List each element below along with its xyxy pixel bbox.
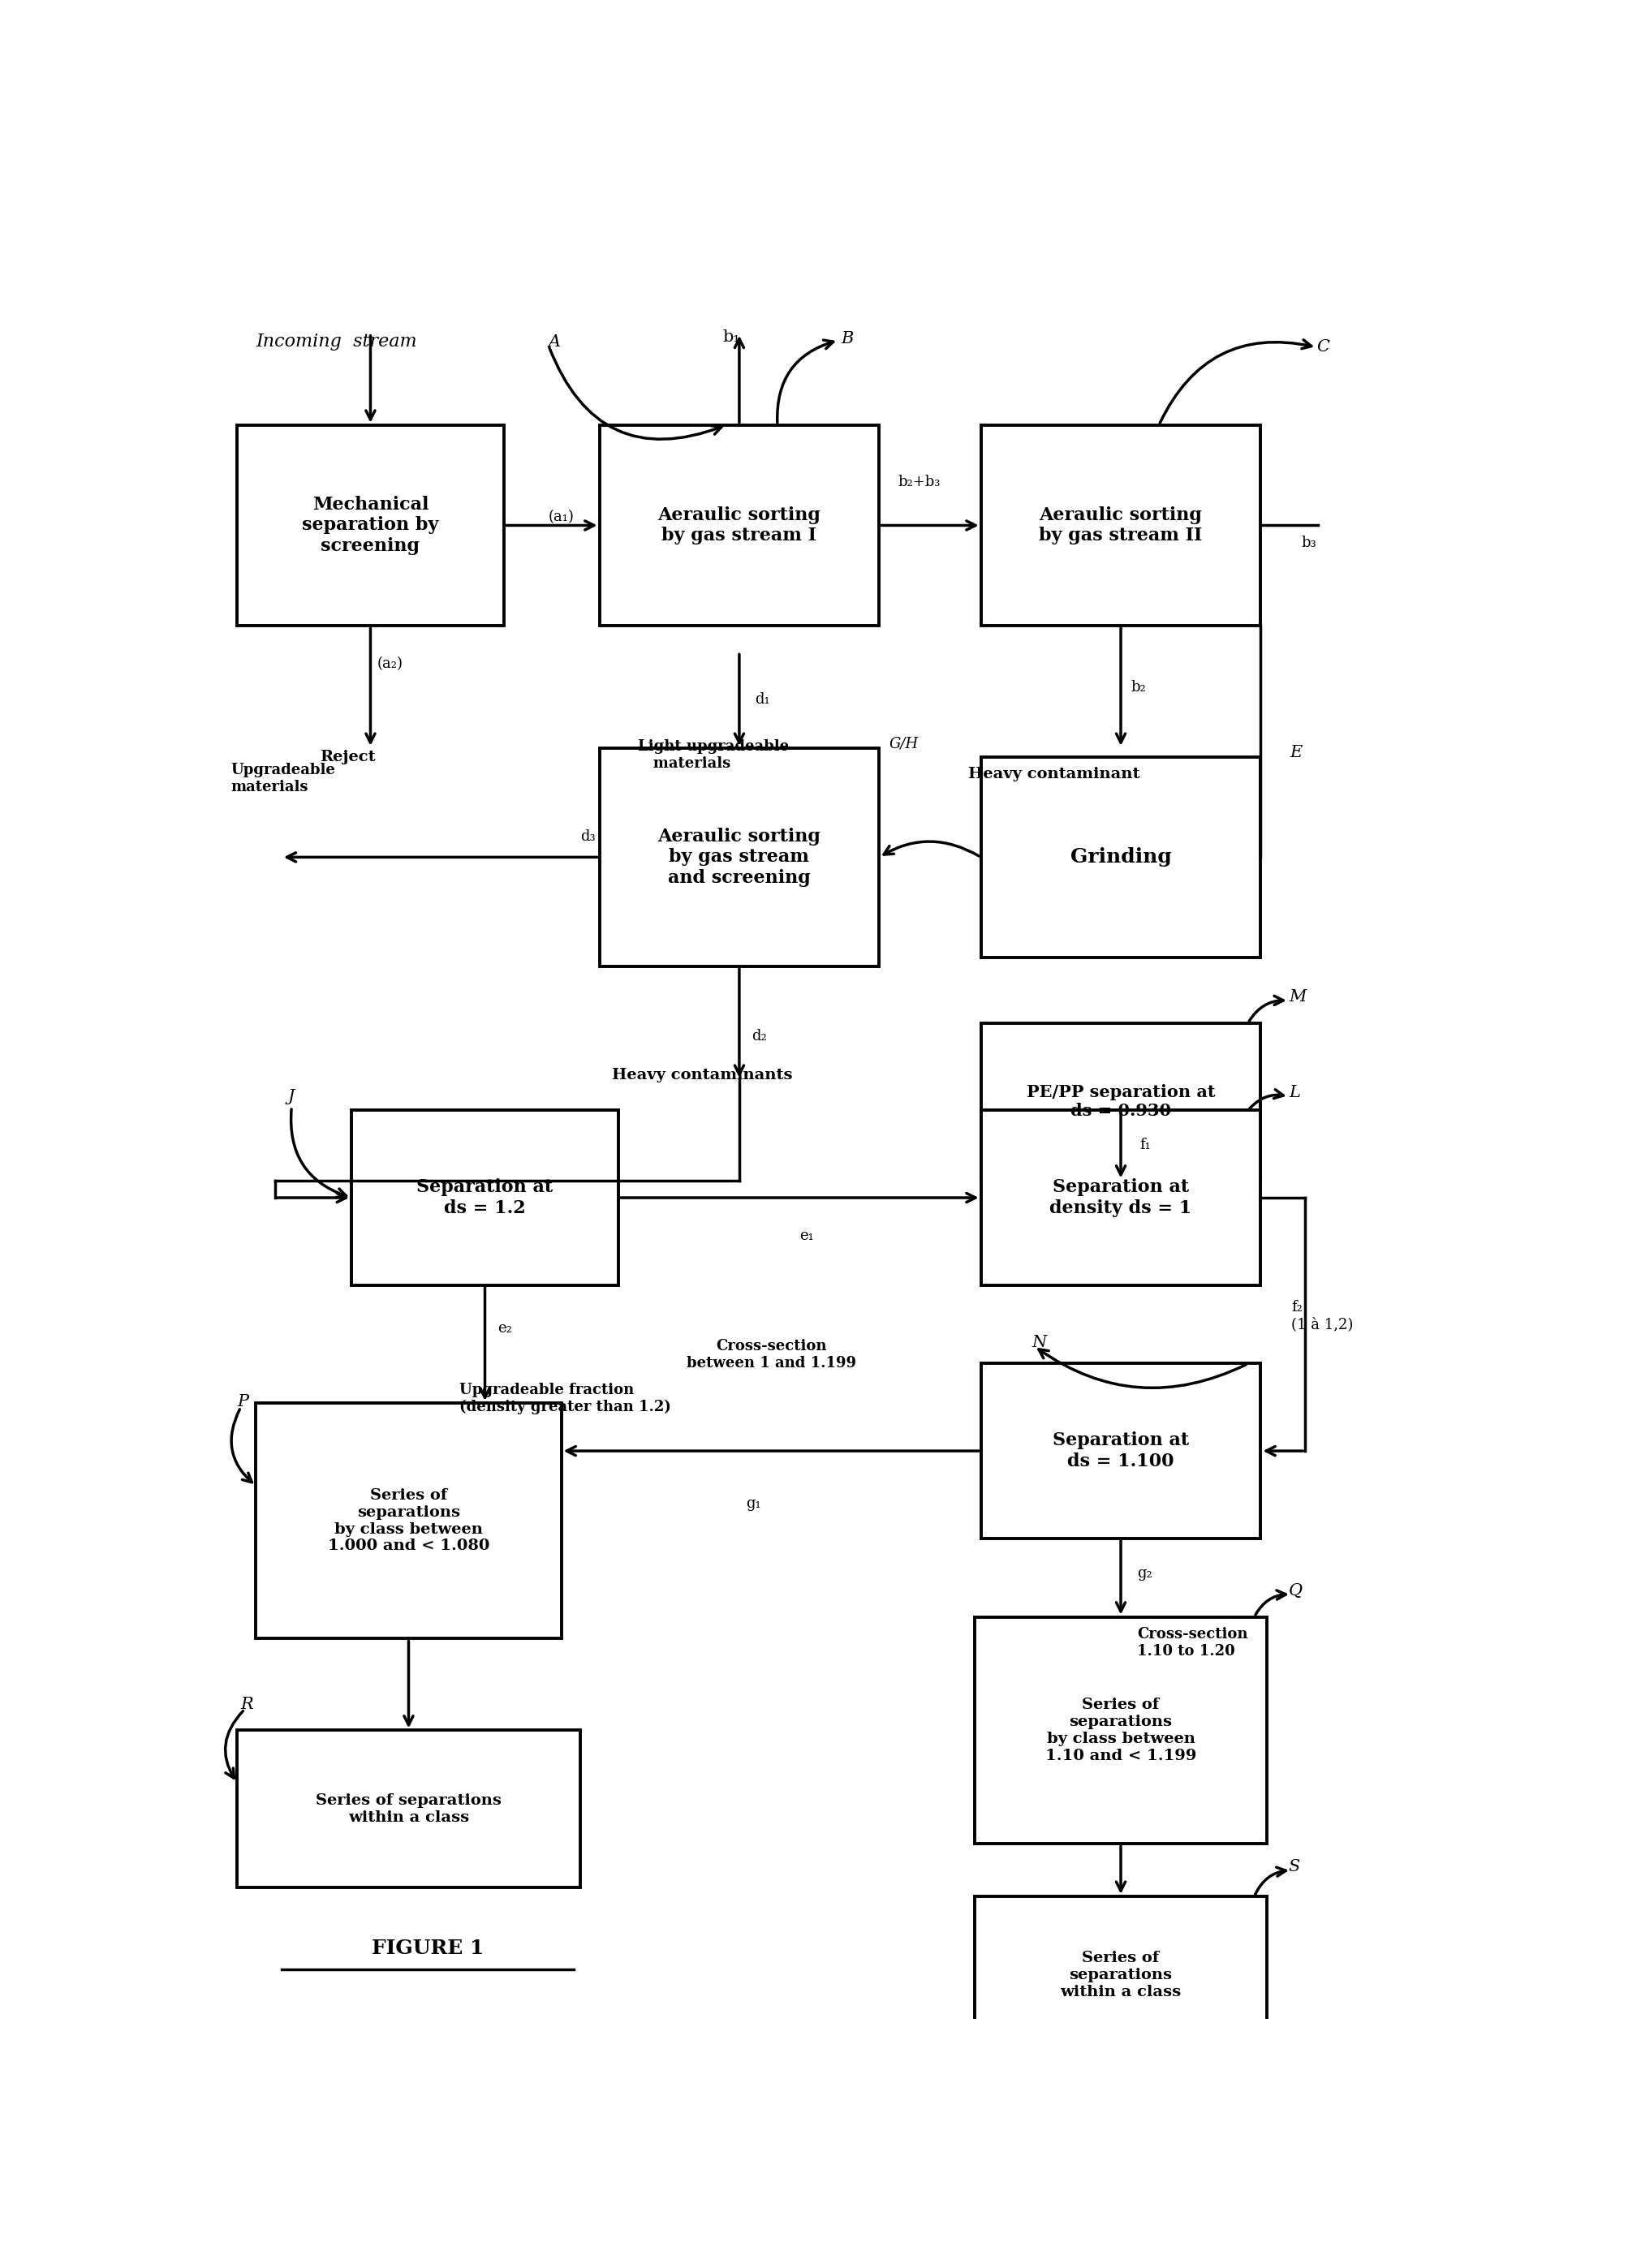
FancyBboxPatch shape [256,1404,561,1640]
Text: Separation at
ds = 1.100: Separation at ds = 1.100 [1052,1431,1190,1470]
Text: Incoming  stream: Incoming stream [256,333,417,352]
Text: R: R [241,1696,253,1712]
Text: FIGURE 1: FIGURE 1 [371,1939,484,1957]
Text: G/H: G/H [889,737,919,751]
Text: C: C [1316,340,1329,356]
Text: Series of separations
within a class: Series of separations within a class [315,1794,502,1826]
Text: Cross-section
1.10 to 1.20: Cross-section 1.10 to 1.20 [1137,1628,1249,1658]
Text: Series of
separations
by class between
1.000 and < 1.080: Series of separations by class between 1… [328,1488,489,1554]
Text: L: L [1288,1086,1300,1100]
FancyBboxPatch shape [981,424,1260,626]
Text: Heavy contaminant: Heavy contaminant [968,767,1140,782]
Text: J: J [287,1089,295,1105]
Text: f₁: f₁ [1140,1139,1150,1152]
Text: d₂: d₂ [752,1030,768,1043]
Text: PE/PP separation at
ds = 0.930: PE/PP separation at ds = 0.930 [1027,1084,1214,1118]
Text: Separation at
ds = 1.2: Separation at ds = 1.2 [417,1179,553,1218]
Text: b₁: b₁ [722,329,740,345]
FancyBboxPatch shape [975,1617,1267,1844]
Text: d₃: d₃ [581,828,596,844]
Text: (a₂): (a₂) [377,658,402,671]
Text: A: A [548,333,561,349]
Text: Reject: Reject [320,748,376,764]
FancyBboxPatch shape [599,748,880,966]
Text: Upgradeable fraction
(density greater than 1.2): Upgradeable fraction (density greater th… [459,1383,671,1415]
Text: (a₁): (a₁) [548,510,574,524]
Text: S: S [1288,1860,1300,1873]
Text: Heavy contaminants: Heavy contaminants [612,1068,793,1082]
Text: N: N [1032,1336,1047,1349]
Text: P: P [236,1395,248,1411]
FancyBboxPatch shape [981,1363,1260,1538]
FancyBboxPatch shape [236,424,504,626]
FancyBboxPatch shape [236,1730,581,1887]
Text: f₂
(1 à 1,2): f₂ (1 à 1,2) [1291,1300,1354,1331]
Text: b₃: b₃ [1301,535,1316,551]
Text: e₂: e₂ [497,1322,512,1336]
Text: Separation at
density ds = 1: Separation at density ds = 1 [1050,1179,1191,1218]
Text: e₁: e₁ [799,1229,814,1243]
Text: Series of
separations
by class between
1.10 and < 1.199: Series of separations by class between 1… [1045,1699,1196,1762]
Text: Grinding: Grinding [1070,848,1172,866]
Text: Light upgradeable
   materials: Light upgradeable materials [637,739,789,771]
Text: E: E [1290,744,1303,760]
Text: B: B [842,331,853,347]
Text: g₂: g₂ [1137,1565,1152,1581]
Text: Cross-section
between 1 and 1.199: Cross-section between 1 and 1.199 [686,1338,857,1370]
Text: b₂+b₃: b₂+b₃ [898,474,940,490]
Text: Series of
separations
within a class: Series of separations within a class [1060,1950,1182,1998]
FancyBboxPatch shape [599,424,880,626]
Text: Q: Q [1288,1583,1303,1599]
Text: g₁: g₁ [745,1497,761,1510]
FancyBboxPatch shape [981,1023,1260,1179]
FancyBboxPatch shape [981,1111,1260,1286]
FancyBboxPatch shape [975,1896,1267,2053]
Text: Aeraulic sorting
by gas stream I: Aeraulic sorting by gas stream I [658,506,820,544]
Text: M: M [1288,989,1306,1005]
Text: b₂: b₂ [1131,680,1145,694]
Text: Aeraulic sorting
by gas stream
and screening: Aeraulic sorting by gas stream and scree… [658,828,820,887]
FancyBboxPatch shape [351,1111,619,1286]
Text: Mechanical
separation by
screening: Mechanical separation by screening [302,497,438,556]
Text: d₁: d₁ [755,692,770,705]
Text: Aeraulic sorting
by gas stream II: Aeraulic sorting by gas stream II [1039,506,1203,544]
Text: Upgradeable
materials: Upgradeable materials [230,762,335,794]
FancyBboxPatch shape [981,758,1260,957]
